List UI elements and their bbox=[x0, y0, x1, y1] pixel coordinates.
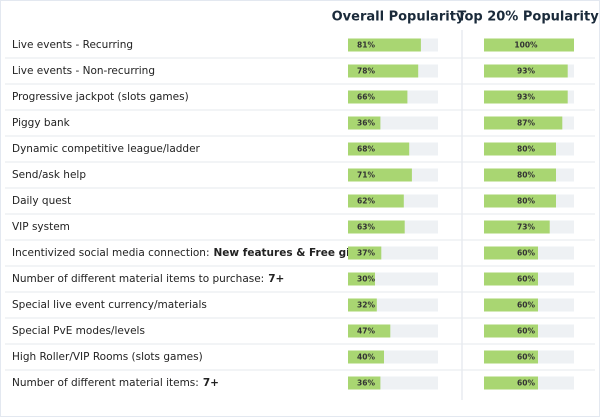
row-label-text: High Roller/VIP Rooms (slots games) bbox=[12, 351, 203, 363]
row-label: Number of different material items: 7+ bbox=[12, 377, 219, 389]
bar bbox=[484, 38, 574, 52]
value-label: 62% bbox=[357, 197, 375, 206]
value-label: 87% bbox=[517, 119, 535, 128]
value-label: 60% bbox=[517, 379, 535, 388]
row-label: Special live event currency/materials bbox=[12, 299, 207, 311]
value-label: 93% bbox=[517, 67, 535, 76]
row-label: VIP system bbox=[12, 221, 70, 233]
bar bbox=[484, 350, 538, 364]
row-label-emphasis: 7+ bbox=[268, 273, 284, 285]
row-label: Incentivized social media connection: New… bbox=[12, 247, 366, 259]
value-label: 60% bbox=[517, 275, 535, 284]
column-header: Overall Popularity bbox=[332, 10, 465, 25]
row-label: Dynamic competitive league/ladder bbox=[12, 143, 201, 155]
value-label: 60% bbox=[517, 353, 535, 362]
row-label-text: VIP system bbox=[12, 221, 70, 233]
row-label-text: Piggy bank bbox=[12, 117, 71, 129]
row-label-text: Daily quest bbox=[12, 195, 71, 207]
bar bbox=[484, 324, 538, 338]
value-label: 40% bbox=[357, 353, 375, 362]
value-label: 60% bbox=[517, 327, 535, 336]
bar bbox=[484, 272, 538, 286]
value-label: 30% bbox=[357, 275, 375, 284]
bar bbox=[484, 168, 556, 182]
bar bbox=[484, 376, 538, 390]
bar bbox=[348, 272, 375, 286]
value-label: 36% bbox=[357, 119, 375, 128]
row-label: Daily quest bbox=[12, 195, 71, 207]
row-label-text: Special PvE modes/levels bbox=[12, 325, 145, 337]
row-label-text: Special live event currency/materials bbox=[12, 299, 207, 311]
row-label: Progressive jackpot (slots games) bbox=[12, 91, 189, 103]
bar bbox=[348, 194, 404, 208]
value-label: 80% bbox=[517, 197, 535, 206]
bar bbox=[348, 376, 381, 390]
value-label: 68% bbox=[357, 145, 375, 154]
value-label: 93% bbox=[517, 93, 535, 102]
bar bbox=[484, 90, 568, 104]
value-label: 60% bbox=[517, 249, 535, 258]
bar bbox=[348, 220, 405, 234]
row-label: Piggy bank bbox=[12, 117, 71, 129]
bar bbox=[348, 116, 381, 130]
row-label: Send/ask help bbox=[12, 169, 86, 181]
row-label-emphasis: 7+ bbox=[203, 377, 219, 389]
value-label: 66% bbox=[357, 93, 375, 102]
row-label-text: Dynamic competitive league/ladder bbox=[12, 143, 201, 155]
row-label-text: Progressive jackpot (slots games) bbox=[12, 91, 189, 103]
row-label: High Roller/VIP Rooms (slots games) bbox=[12, 351, 203, 363]
bar bbox=[484, 246, 538, 260]
bar bbox=[484, 142, 556, 156]
row-label: Special PvE modes/levels bbox=[12, 325, 145, 337]
bar bbox=[348, 246, 382, 260]
bar bbox=[348, 142, 410, 156]
bar bbox=[348, 350, 384, 364]
bar bbox=[484, 298, 538, 312]
value-label: 60% bbox=[517, 301, 535, 310]
bar bbox=[348, 168, 412, 182]
bar bbox=[484, 220, 550, 234]
bar bbox=[484, 194, 556, 208]
bar bbox=[348, 324, 391, 338]
row-label: Live events - Non-recurring bbox=[12, 65, 155, 77]
bar bbox=[348, 64, 419, 78]
bar bbox=[348, 90, 408, 104]
value-label: 37% bbox=[357, 249, 375, 258]
value-label: 47% bbox=[357, 327, 375, 336]
value-label: 73% bbox=[517, 223, 535, 232]
value-label: 80% bbox=[517, 145, 535, 154]
value-label: 81% bbox=[357, 41, 375, 50]
value-label: 78% bbox=[357, 67, 375, 76]
bar bbox=[348, 298, 377, 312]
row-label-text: Incentivized social media connection: bbox=[12, 247, 210, 259]
value-label: 63% bbox=[357, 223, 375, 232]
value-label: 71% bbox=[357, 171, 375, 180]
column-header: Top 20% Popularity bbox=[457, 10, 599, 25]
row-label-text: Send/ask help bbox=[12, 169, 86, 181]
row-label-text: Number of different material items: bbox=[12, 377, 199, 389]
bar bbox=[484, 116, 563, 130]
row-label: Live events - Recurring bbox=[12, 39, 133, 51]
row-label-emphasis: New features & Free gifts bbox=[214, 247, 366, 259]
row-label: Number of different material items to pu… bbox=[12, 273, 284, 285]
row-label-text: Live events - Recurring bbox=[12, 39, 133, 51]
value-label: 80% bbox=[517, 171, 535, 180]
row-label-text: Number of different material items to pu… bbox=[12, 273, 264, 285]
value-label: 32% bbox=[357, 301, 375, 310]
value-label: 100% bbox=[514, 41, 538, 50]
value-label: 36% bbox=[357, 379, 375, 388]
row-label-text: Live events - Non-recurring bbox=[12, 65, 155, 77]
bar bbox=[484, 64, 568, 78]
bar bbox=[348, 38, 421, 52]
